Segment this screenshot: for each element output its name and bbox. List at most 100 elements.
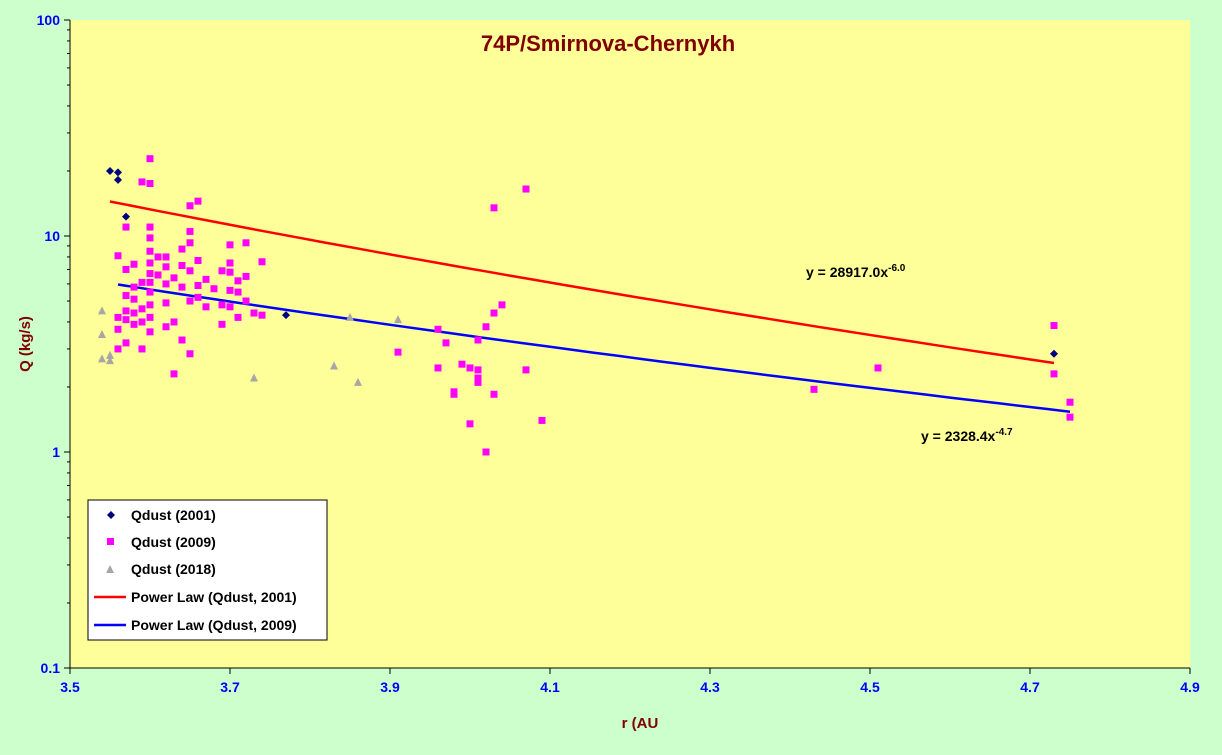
- data-point-2009: [394, 348, 402, 356]
- data-point-2018: [346, 312, 354, 321]
- data-point-2009: [138, 278, 146, 286]
- data-point-2009: [242, 297, 250, 305]
- data-point-2009: [130, 260, 138, 268]
- data-point-2009: [194, 257, 202, 265]
- data-point-2009: [258, 311, 266, 319]
- data-point-2009: [186, 267, 194, 275]
- data-point-2009: [490, 204, 498, 212]
- data-point-2009: [146, 247, 154, 255]
- data-point-2009: [114, 345, 122, 353]
- data-point-2009: [434, 364, 442, 372]
- x-tick-label: 3.9: [380, 679, 400, 695]
- legend-item-qdust-2009: Qdust (2009): [107, 534, 216, 550]
- data-point-2009: [810, 385, 818, 393]
- data-point-2009: [146, 234, 154, 242]
- y-tick-label: 100: [37, 12, 61, 28]
- data-point-2018: [106, 356, 114, 365]
- data-point-2009: [146, 328, 154, 336]
- data-point-2001: [114, 168, 122, 177]
- legend-marker-triangle: [106, 565, 114, 573]
- x-axis-label: r (AU: [622, 715, 659, 732]
- data-point-2009: [122, 316, 130, 324]
- data-point-2009: [186, 202, 194, 210]
- data-point-2009: [170, 318, 178, 326]
- data-point-2009: [1050, 322, 1058, 330]
- data-point-2009: [122, 307, 130, 315]
- legend-item-qdust-2001: Qdust (2001): [107, 507, 216, 523]
- data-point-2009: [186, 227, 194, 235]
- legend-marker-square: [107, 538, 114, 545]
- x-tick-label: 3.7: [220, 679, 240, 695]
- x-tick-label: 4.1: [540, 679, 560, 695]
- data-point-2009: [450, 390, 458, 398]
- data-point-2009: [874, 364, 882, 372]
- data-point-2018: [330, 361, 338, 370]
- data-point-2018: [98, 329, 106, 338]
- data-point-2009: [162, 280, 170, 288]
- trendline-label-2009-exp: -4.7: [995, 427, 1013, 438]
- data-point-2009: [226, 268, 234, 276]
- data-point-2009: [434, 325, 442, 333]
- data-point-2009: [146, 270, 154, 278]
- data-point-2009: [178, 283, 186, 291]
- legend: Qdust (2001) Qdust (2009) Qdust (2018) P…: [87, 499, 328, 641]
- data-point-2009: [1050, 370, 1058, 378]
- data-point-2018: [250, 373, 258, 382]
- data-point-2009: [490, 390, 498, 398]
- data-point-2018: [354, 377, 362, 386]
- trendline-label-2001: y = 28917.0x-6.0: [806, 263, 906, 280]
- data-point-2009: [474, 378, 482, 386]
- data-point-2009: [154, 253, 162, 261]
- legend-label-qdust-2018: Qdust (2018): [131, 561, 216, 577]
- data-point-2009: [202, 275, 210, 283]
- data-point-2001: [1050, 349, 1058, 358]
- data-point-2009: [226, 303, 234, 311]
- x-tick-label: 4.7: [1020, 679, 1040, 695]
- data-point-2009: [194, 293, 202, 301]
- data-point-2018: [98, 306, 106, 315]
- legend-label-qdust-2009: Qdust (2009): [131, 534, 216, 550]
- legend-label-power-law-2001: Power Law (Qdust, 2001): [131, 589, 297, 605]
- data-point-2009: [226, 241, 234, 249]
- data-point-2009: [202, 303, 210, 311]
- legend-item-qdust-2018: Qdust (2018): [106, 561, 216, 577]
- data-point-2009: [138, 318, 146, 326]
- y-axis-label: Q (kg/s): [17, 316, 34, 372]
- x-tick-label: 4.3: [700, 679, 720, 695]
- data-point-2009: [138, 305, 146, 313]
- legend-marker-diamond: [107, 511, 115, 519]
- data-point-2009: [1066, 398, 1074, 406]
- trendline-label-2001-exp: -6.0: [888, 263, 906, 274]
- data-point-2009: [114, 313, 122, 321]
- data-point-2009: [474, 374, 482, 382]
- data-point-2009: [258, 258, 266, 266]
- data-point-2009: [146, 223, 154, 231]
- marks-layer: 3.5 3.7 3.9 4.1 4.3 4.5 4.7 4.9 0.1 1 10 100: [37, 12, 1200, 695]
- legend-item-power-law-2001: Power Law (Qdust, 2001): [94, 589, 297, 605]
- data-point-2009: [162, 299, 170, 307]
- data-point-2018: [106, 350, 114, 359]
- data-point-2009: [186, 350, 194, 358]
- y-tick-label: 1: [52, 444, 60, 460]
- data-point-2009: [162, 253, 170, 261]
- data-point-2009: [122, 265, 130, 273]
- data-point-2009: [234, 313, 242, 321]
- trendline-label-2009: y = 2328.4x-4.7: [921, 427, 1013, 444]
- trendline-label-2001-coef: y = 28917.0x: [806, 264, 888, 280]
- data-point-2001: [282, 311, 290, 320]
- data-point-2009: [194, 197, 202, 205]
- x-tick-label: 3.5: [60, 679, 80, 695]
- data-point-2009: [218, 267, 226, 275]
- data-point-2009: [114, 325, 122, 333]
- data-point-2009: [138, 178, 146, 186]
- data-point-2009: [466, 364, 474, 372]
- data-point-2018: [98, 354, 106, 363]
- data-point-2009: [162, 323, 170, 331]
- data-point-2009: [474, 336, 482, 344]
- data-point-2009: [162, 263, 170, 271]
- data-point-2001: [122, 212, 130, 221]
- data-point-2001: [106, 166, 114, 175]
- legend-item-power-law-2009: Power Law (Qdust, 2009): [94, 617, 297, 633]
- legend-label-qdust-2001: Qdust (2001): [131, 507, 216, 523]
